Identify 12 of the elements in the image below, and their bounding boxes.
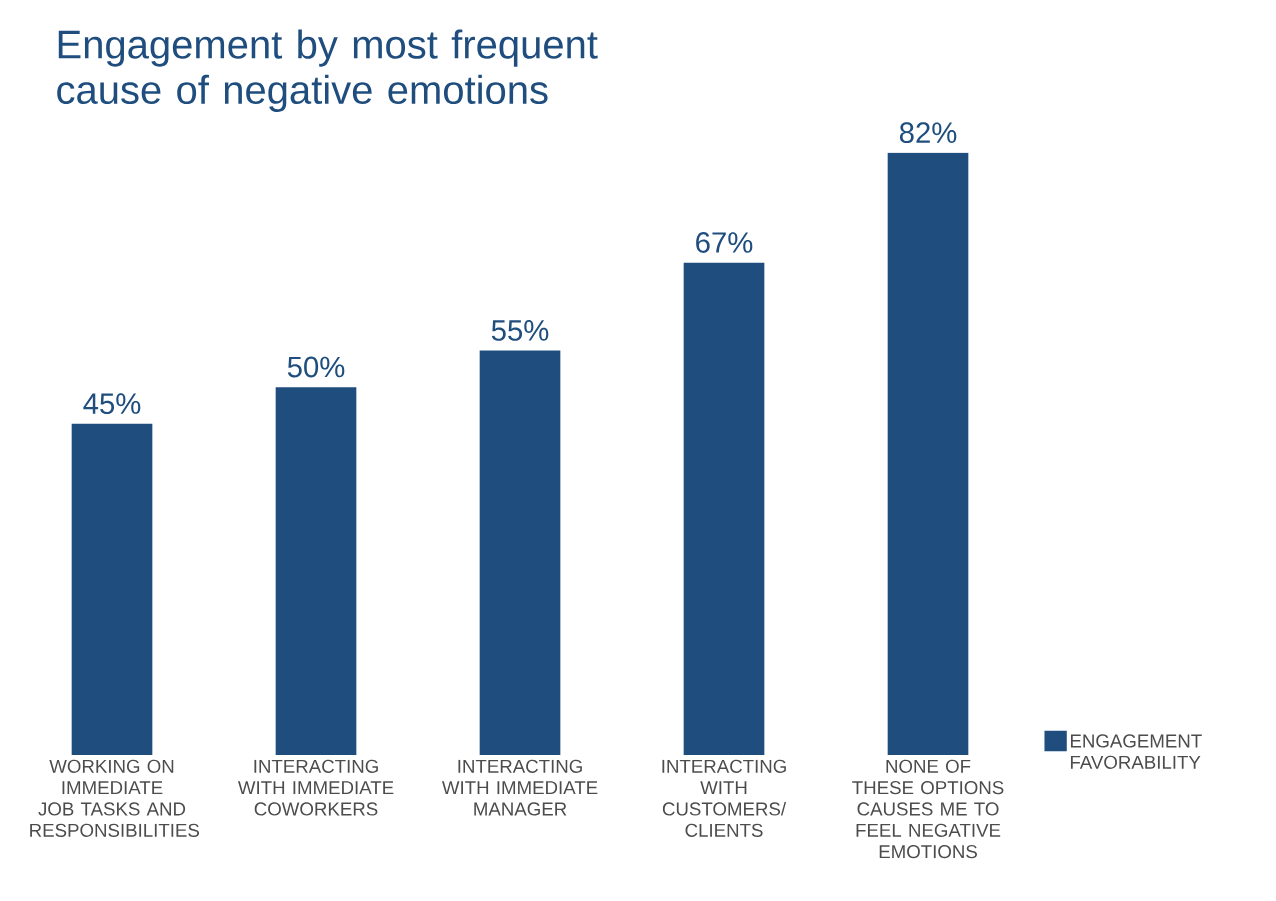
data-label: 67% bbox=[696, 232, 753, 253]
x-tick-label: INTERACTING WITH IMMEDIATE MANAGER bbox=[441, 759, 598, 816]
x-tick-label: NONE OF THESE OPTIONS CAUSES ME TO FEEL NEGATIVE EMOTIONS bbox=[852, 759, 1004, 859]
legend-label: ENGAGEMENT FAVORABILITY bbox=[1070, 734, 1202, 769]
data-label: 55% bbox=[491, 320, 549, 341]
x-tick-label: INTERACTING WITH CUSTOMERS/ CLIENTS bbox=[662, 759, 787, 837]
x-tick-label: INTERACTING WITH IMMEDIATE COWORKERS bbox=[237, 759, 394, 816]
data-label: 45% bbox=[83, 393, 141, 414]
data-label: 82% bbox=[899, 122, 957, 144]
chart-title: Engagement by most frequent cause of negative emotions bbox=[57, 29, 598, 112]
x-tick-label: WORKING ON IMMEDIATE JOB TASKS AND RESPONSIBILITIES bbox=[30, 759, 199, 837]
data-label: 50% bbox=[287, 356, 345, 378]
